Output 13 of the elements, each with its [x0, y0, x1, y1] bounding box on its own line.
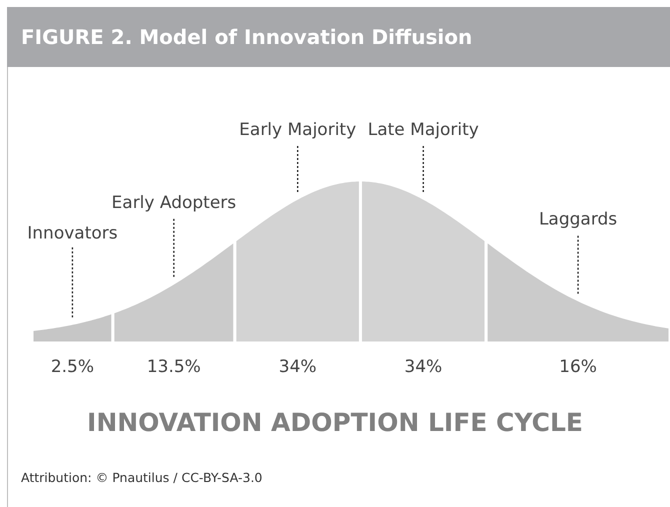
data-label: 16% [559, 357, 597, 377]
category-label: Innovators [27, 223, 118, 244]
category-label: Late Majority [368, 120, 479, 140]
data-label: 13.5% [146, 357, 201, 377]
text: FIGURE 2. Model of Innovation Diffusion [7, 7, 670, 67]
text: INNOVATION ADOPTION LIFE CYCLE [86, 408, 584, 437]
category-label: Laggards [538, 210, 618, 230]
data-label: 34% [404, 357, 442, 377]
data-label: 34% [278, 357, 317, 377]
data-label: 2.5% [50, 357, 94, 377]
category-label: Early Majority [239, 120, 356, 140]
text: Attribution: © Pnautilus / CC-BY-SA-3.0 [21, 470, 262, 485]
category-label: Early Adopters [112, 192, 236, 213]
